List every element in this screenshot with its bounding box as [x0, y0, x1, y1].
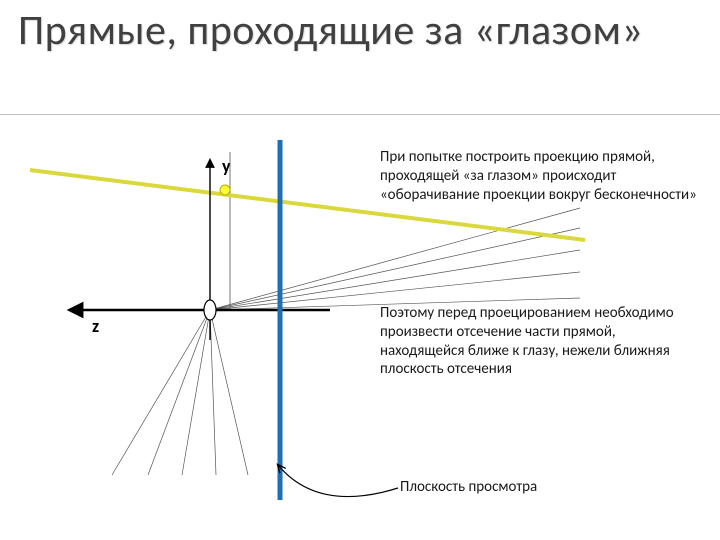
projection-plane-label: Плоскость просмотра — [400, 478, 537, 496]
projection-diagram — [0, 0, 720, 540]
explanation-2: Поэтому перед проецированием необходимо … — [380, 304, 700, 379]
arrow-to-plane — [278, 465, 398, 497]
explanation-1: При попытке построить проекцию прямой, п… — [380, 148, 700, 204]
